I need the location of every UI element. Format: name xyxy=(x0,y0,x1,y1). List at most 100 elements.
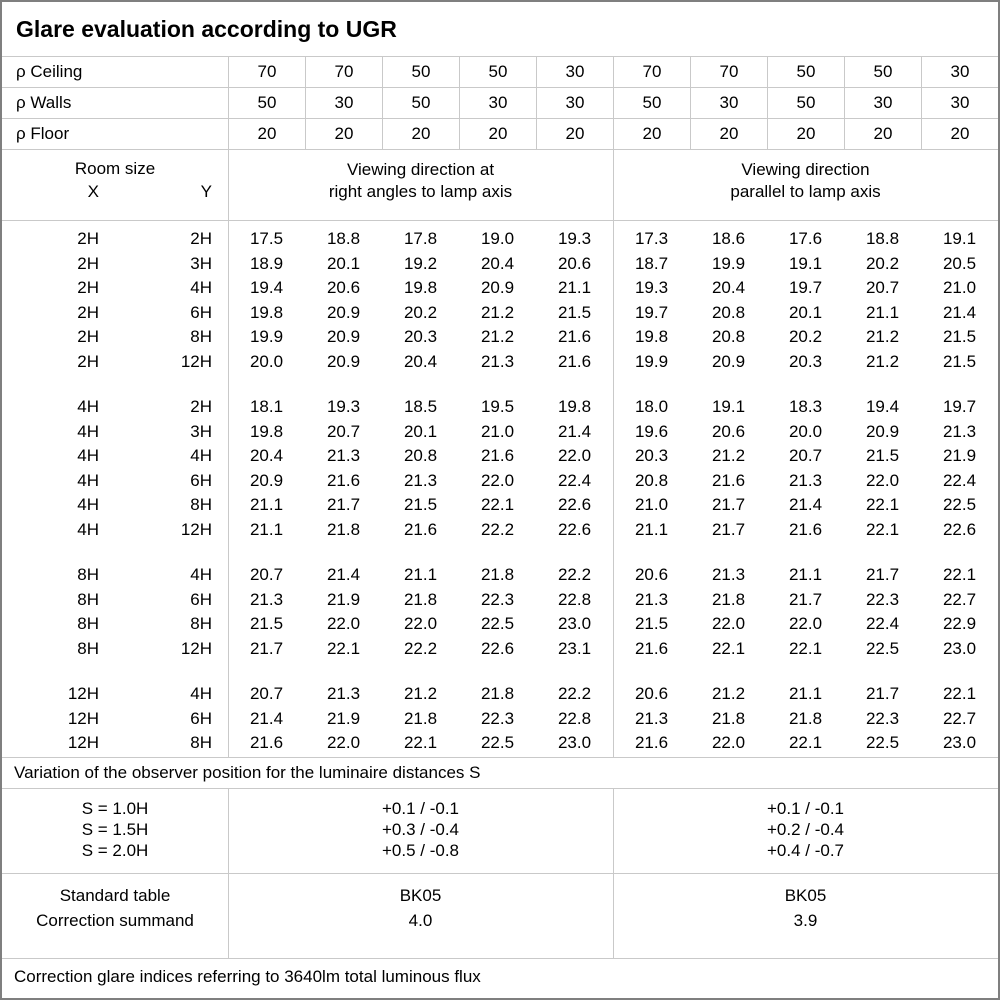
reflectance-value: 30 xyxy=(690,88,767,118)
spacing-label: S = 2.0H xyxy=(81,841,149,860)
ugr-value-parallel: 21.0 xyxy=(942,278,977,298)
xy-header-row: X Y xyxy=(2,182,228,202)
ugr-value-right-angles: 20.6 xyxy=(557,253,592,273)
ugr-value-parallel: 19.9 xyxy=(711,253,746,273)
ugr-value-parallel: 21.1 xyxy=(634,519,669,539)
ugr-value-parallel: 21.4 xyxy=(942,302,977,322)
ugr-value-right-angles: 19.8 xyxy=(249,421,284,441)
ugr-value-parallel: 21.9 xyxy=(942,446,977,466)
ugr-value-parallel: 21.8 xyxy=(788,708,823,728)
room-size-y: 12H xyxy=(180,351,212,371)
ugr-value-right-angles: 20.0 xyxy=(249,351,284,371)
spacing-labels-column: S = 1.0H S = 1.5H S = 2.0H xyxy=(2,798,228,873)
ugr-value-parallel: 17.3 xyxy=(634,229,669,249)
table-row: 12H 8H 21.6 22.0 22.1 22.5 23.0 21.6 22.0 22.1 22.… xyxy=(2,731,998,756)
ugr-value-right-angles: 23.0 xyxy=(557,733,592,753)
ugr-value-right-angles: 22.4 xyxy=(557,470,592,490)
ugr-value-right-angles: 20.8 xyxy=(403,446,438,466)
ugr-value-right-angles: 20.4 xyxy=(403,351,438,371)
ugr-value-right-angles: 22.1 xyxy=(326,638,361,658)
column-header-band: Room size X Y Viewing direction at right… xyxy=(2,150,998,221)
ugr-value-parallel: 20.9 xyxy=(865,421,900,441)
ugr-value-parallel: 20.7 xyxy=(865,278,900,298)
room-size-x: 4H xyxy=(77,519,99,539)
reflectance-value: 70 xyxy=(690,57,767,87)
ugr-value-parallel: 21.6 xyxy=(634,638,669,658)
reflectance-value: 70 xyxy=(613,57,690,87)
reflectance-row-label: ρ Floor xyxy=(16,124,70,143)
ugr-value-parallel: 21.4 xyxy=(788,495,823,515)
ugr-value-parallel: 20.2 xyxy=(788,327,823,347)
ugr-value-parallel: 21.3 xyxy=(634,589,669,609)
room-size-y: 2H xyxy=(190,229,212,249)
reflectance-value: 20 xyxy=(767,119,844,149)
ugr-value-parallel: 19.9 xyxy=(634,351,669,371)
summary-values-parallel: BK05 3.9 xyxy=(613,883,998,958)
ugr-value-parallel: 22.9 xyxy=(942,614,977,634)
ugr-value-parallel: 21.5 xyxy=(865,446,900,466)
spacing-correction-value: +0.4 / -0.7 xyxy=(766,841,845,860)
right-angles-heading: Viewing direction at right angles to lam… xyxy=(228,150,613,220)
room-size-block: 8H 4H 20.7 21.4 21.1 21.8 22.2 20.6 21.3 21.1 21.7… xyxy=(2,563,998,661)
ugr-value-parallel: 22.4 xyxy=(942,470,977,490)
ugr-value-parallel: 19.7 xyxy=(788,278,823,298)
ugr-value-right-angles: 23.0 xyxy=(557,614,592,634)
room-size-block: 4H 2H 18.1 19.3 18.5 19.5 19.8 18.0 19.1 18.3 19.4… xyxy=(2,395,998,542)
table-row: 8H 12H 21.7 22.1 22.2 22.6 23.1 21.6 22.1 22.1 22.… xyxy=(2,637,998,662)
spacing-label: S = 1.5H xyxy=(81,820,149,839)
ugr-value-parallel: 22.1 xyxy=(942,684,977,704)
table-row: 12H 6H 21.4 21.9 21.8 22.3 22.8 21.3 21.8 21.8 22.… xyxy=(2,707,998,732)
ugr-value-parallel: 21.2 xyxy=(711,684,746,704)
ugr-value-parallel: 20.8 xyxy=(711,302,746,322)
ugr-value-parallel: 21.7 xyxy=(865,684,900,704)
table-row: 2H 8H 19.9 20.9 20.3 21.2 21.6 19.8 20.8 20.2 21.2… xyxy=(2,325,998,350)
ugr-value-parallel: 22.3 xyxy=(865,708,900,728)
divider-label-column xyxy=(228,874,229,958)
ugr-value-right-angles: 22.8 xyxy=(557,708,592,728)
ugr-value-right-angles: 19.3 xyxy=(326,397,361,417)
spacing-correction-value: +0.1 / -0.1 xyxy=(766,799,845,818)
ugr-value-right-angles: 21.3 xyxy=(480,351,515,371)
ugr-value-right-angles: 21.2 xyxy=(480,327,515,347)
ugr-value-right-angles: 21.6 xyxy=(249,733,284,753)
observer-variation-table: S = 1.0H S = 1.5H S = 2.0H +0.1 / -0.1 +… xyxy=(2,789,998,874)
ugr-value-parallel: 21.8 xyxy=(711,708,746,728)
ugr-value-right-angles: 20.9 xyxy=(326,327,361,347)
room-size-y: 8H xyxy=(190,733,212,753)
ugr-value-parallel: 22.5 xyxy=(865,733,900,753)
ugr-value-right-angles: 23.1 xyxy=(557,638,592,658)
room-size-y: 4H xyxy=(190,278,212,298)
correction-summand-label: Correction summand xyxy=(36,911,194,930)
reflectance-value: 20 xyxy=(536,119,613,149)
variation-note: Variation of the observer position for t… xyxy=(2,758,998,789)
ugr-value-parallel: 20.8 xyxy=(634,470,669,490)
ugr-value-parallel: 19.1 xyxy=(788,253,823,273)
ugr-value-parallel: 20.0 xyxy=(788,421,823,441)
ugr-value-parallel: 21.3 xyxy=(634,708,669,728)
ugr-value-parallel: 22.0 xyxy=(865,470,900,490)
parallel-heading-line1: Viewing direction xyxy=(741,160,870,179)
ugr-value-parallel: 21.2 xyxy=(711,446,746,466)
table-row: 4H 6H 20.9 21.6 21.3 22.0 22.4 20.8 21.6 21.3 22.0… xyxy=(2,469,998,494)
spacing-values-right-angles: +0.1 / -0.1 +0.3 / -0.4 +0.5 / -0.8 xyxy=(228,798,613,873)
ugr-value-right-angles: 22.3 xyxy=(480,589,515,609)
ugr-value-parallel: 19.7 xyxy=(942,397,977,417)
divider-label-column xyxy=(228,150,229,220)
ugr-value-right-angles: 20.9 xyxy=(326,302,361,322)
room-size-y: 6H xyxy=(190,708,212,728)
ugr-value-right-angles: 21.9 xyxy=(326,589,361,609)
ugr-value-parallel: 23.0 xyxy=(942,638,977,658)
ugr-value-right-angles: 21.6 xyxy=(403,519,438,539)
ugr-value-right-angles: 22.6 xyxy=(557,495,592,515)
table-row: 8H 4H 20.7 21.4 21.1 21.8 22.2 20.6 21.3 21.1 21.7… xyxy=(2,563,998,588)
ugr-value-right-angles: 22.0 xyxy=(326,733,361,753)
ugr-value-parallel: 19.7 xyxy=(634,302,669,322)
ugr-value-parallel: 22.1 xyxy=(788,638,823,658)
ugr-value-right-angles: 21.4 xyxy=(557,421,592,441)
ugr-value-right-angles: 22.2 xyxy=(403,638,438,658)
reflectance-value: 30 xyxy=(536,88,613,118)
ugr-value-right-angles: 22.1 xyxy=(480,495,515,515)
table-row: 2H 2H 17.5 18.8 17.8 19.0 19.3 17.3 18.6 17.6 18.8… xyxy=(2,227,998,252)
x-column-label: X xyxy=(87,182,99,201)
